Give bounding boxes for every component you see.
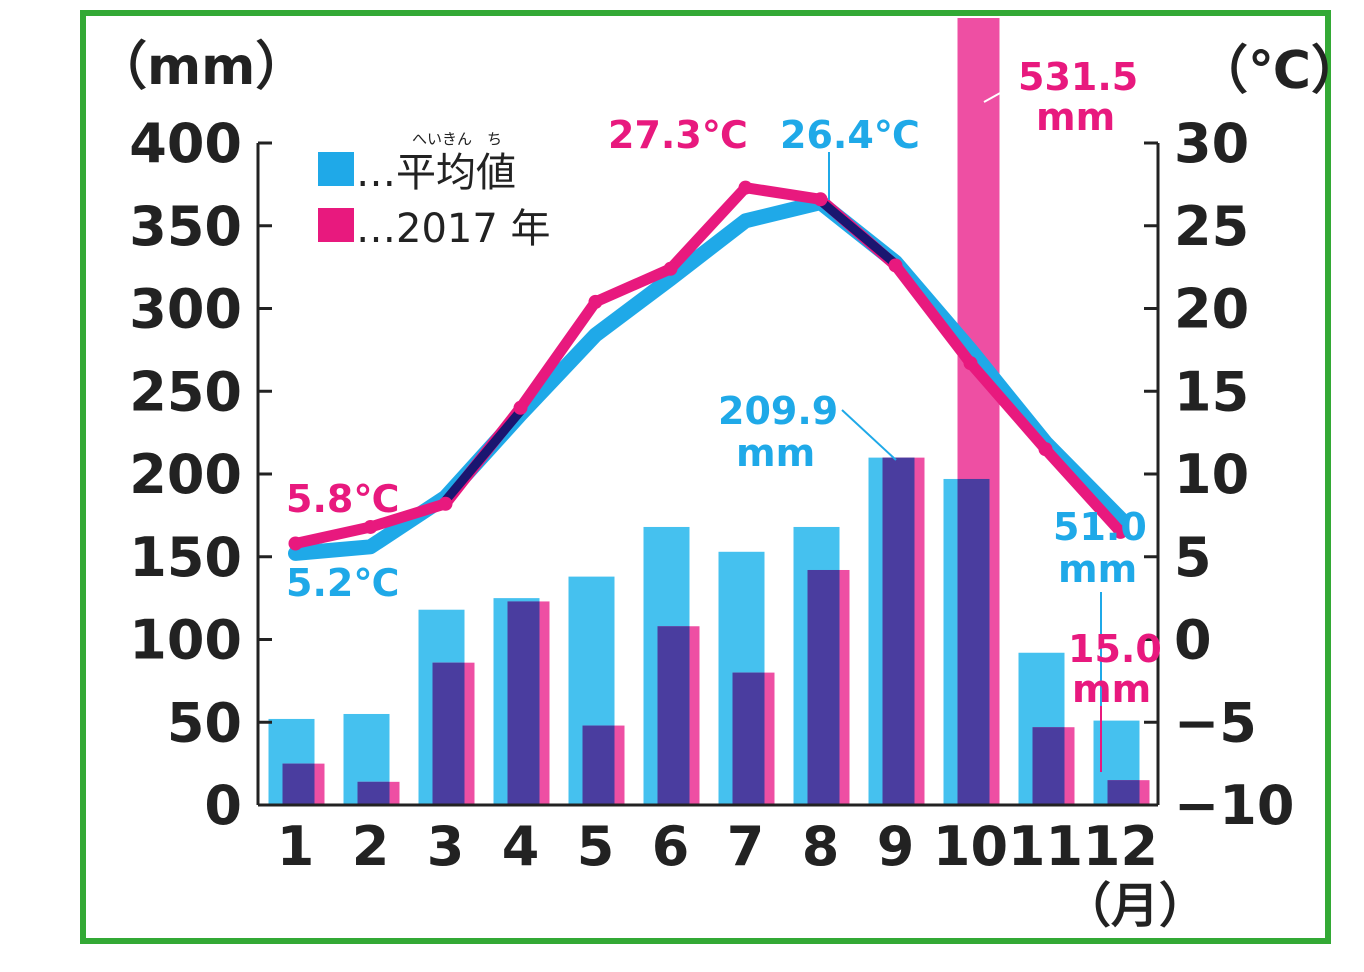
right-axis-ticks: 30 25 20 15 10 5 0 −5 −10 [1144,112,1294,837]
legend-swatch-average [318,152,354,186]
x-tick-label: 8 [802,815,840,878]
line-overlap-temp [816,196,900,269]
legend-label-2017: …2017 年 [356,206,551,252]
line-overlap-temp [441,406,525,505]
lines-layer [288,180,1128,561]
point-2017-temp [513,400,528,415]
right-tick-label: −10 [1174,774,1294,837]
anno-jan-avg-temp: 5.2℃ [286,561,399,605]
bar-overlap-precip [582,725,615,805]
point-2017-temp [1038,442,1053,457]
x-tick-label: 3 [427,815,465,878]
anno-dec-avg-precip-value: 51.0 [1053,505,1147,549]
legend: へいきん ち …平均値 …2017 年 [318,130,551,252]
anno-aug-avg-temp: 26.4℃ [780,113,920,157]
leader-sep-avg-precip [841,409,897,461]
point-2017-temp [1113,524,1128,539]
bar-overlap-precip [1107,780,1140,805]
anno-sep-avg-precip-unit: mm [736,431,815,475]
bar-overlap-precip [657,626,690,805]
bar-overlap-precip [507,601,540,805]
point-2017-temp [888,258,903,273]
right-tick-label: 0 [1174,609,1212,672]
right-tick-label: 10 [1174,443,1249,506]
right-tick-label: 25 [1174,195,1249,258]
anno-oct-2017-precip-value: 531.5 [1018,55,1138,99]
x-tick-label: 1 [277,815,315,878]
anno-sep-avg-precip-value: 209.9 [718,389,838,433]
x-axis-unit: （月） [1063,878,1207,934]
point-2017-temp [438,496,453,511]
annotations: 5.8℃ 5.2℃ 27.3℃ 26.4℃ 209.9 mm 531.5 mm … [286,55,1162,711]
bar-overlap-precip [807,569,840,805]
right-tick-label: 30 [1174,112,1249,175]
legend-label-average: …平均値 [356,150,516,196]
x-tick-label: 6 [652,815,690,878]
left-tick-label: 350 [129,195,242,258]
leader-oct-2017-precip [983,81,1021,103]
x-tick-label: 7 [727,815,765,878]
left-tick-label: 200 [129,443,242,506]
bars-layer [268,18,1150,805]
x-tick-label: 12 [1083,815,1158,878]
point-2017-temp [363,519,378,534]
left-tick-label: 400 [129,112,242,175]
bar-overlap-precip [957,478,990,805]
x-tick-label: 10 [933,815,1008,878]
anno-jul-2017-temp: 27.3℃ [608,113,748,157]
point-2017-temp [813,192,828,207]
point-2017-temp [738,180,753,195]
anno-dec-2017-precip-value: 15.0 [1068,627,1162,671]
anno-oct-2017-precip-unit: mm [1036,95,1115,139]
right-tick-label: 15 [1174,360,1249,423]
left-tick-label: 300 [129,278,242,341]
point-2017-temp [588,294,603,309]
right-tick-label: 20 [1174,278,1249,341]
right-tick-label: −5 [1174,691,1257,754]
right-axis-unit: （℃） [1196,41,1363,101]
left-tick-label: 50 [167,691,242,754]
left-tick-label: 100 [129,609,242,672]
point-2017-temp [663,261,678,276]
bar-overlap-precip [282,763,315,805]
anno-dec-avg-precip-unit: mm [1058,547,1137,591]
left-axis-unit: （mm） [95,37,307,97]
point-2017-temp [963,356,978,371]
x-tick-label: 9 [877,815,915,878]
bar-overlap-precip [1032,727,1065,805]
anno-dec-2017-precip-unit: mm [1072,667,1151,711]
chart-frame [80,10,1331,944]
bar-overlap-precip [732,672,765,805]
bar-overlap-precip [882,457,915,805]
x-tick-label: 11 [1008,815,1083,878]
legend-swatch-2017 [318,208,354,242]
point-2017-temp [288,536,303,551]
x-tick-label: 2 [352,815,390,878]
left-tick-label: 0 [204,774,242,837]
line-2017-temp [290,182,1126,549]
legend-ruby-average: へいきん ち [412,130,502,148]
bar-overlap-precip [357,781,390,805]
x-tick-label: 5 [577,815,615,878]
left-axis-ticks: 400 350 300 250 200 150 100 50 0 [129,112,272,837]
annotation-leaders [828,81,1102,772]
left-tick-label: 150 [129,526,242,589]
anno-jan-2017-temp: 5.8℃ [286,477,399,521]
left-tick-label: 250 [129,360,242,423]
x-axis-ticks: 1 2 3 4 5 6 7 8 9 10 11 12 [277,815,1158,878]
right-tick-label: 5 [1174,526,1212,589]
bar-overlap-precip [432,662,465,805]
x-tick-label: 4 [502,815,540,878]
